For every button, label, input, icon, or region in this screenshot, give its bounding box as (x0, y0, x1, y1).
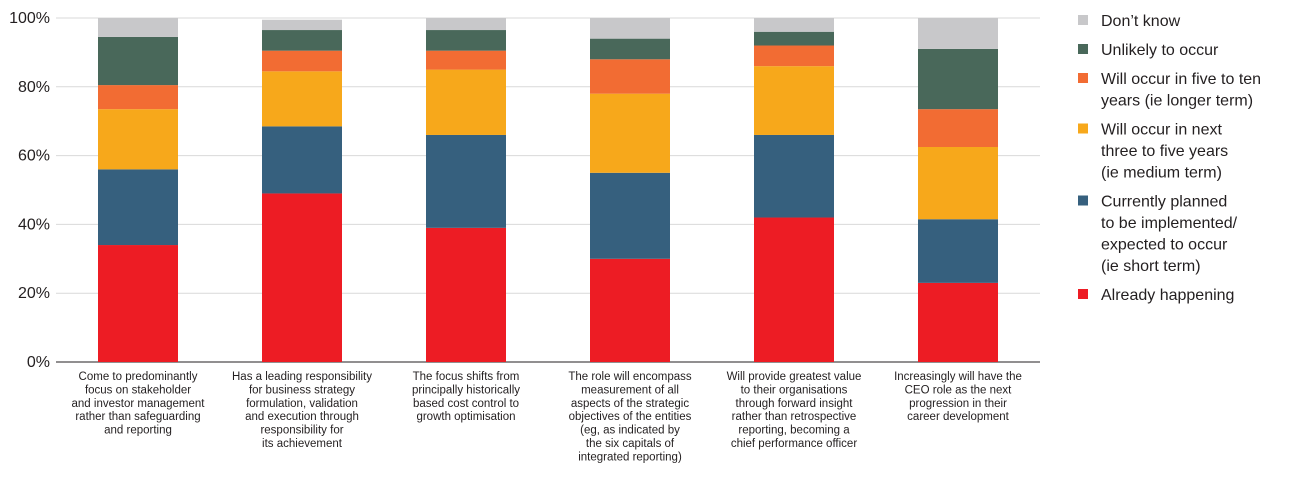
bar-segment (98, 18, 178, 37)
y-tick-label: 20% (18, 285, 50, 302)
bar-segment (98, 169, 178, 246)
bar-segment (590, 38, 670, 60)
bar-segment (590, 93, 670, 173)
bar-segment (262, 50, 342, 72)
bar-segment (590, 18, 670, 39)
bar-segment (426, 134, 506, 228)
y-tick-label: 0% (27, 354, 50, 371)
bar-segment (426, 69, 506, 135)
legend-swatch (1078, 123, 1088, 134)
legend-swatch (1078, 15, 1088, 25)
legend: Don’t know Unlikely to occur Will occur in… (1078, 13, 1261, 304)
legend-label: Already happening (1101, 287, 1234, 304)
legend-swatch (1078, 44, 1088, 54)
category-label: Will provide greatest value to their orga… (727, 371, 862, 450)
category-label: Come to predominantly focus on stakeholde… (72, 371, 206, 437)
category-labels: Come to predominantly focus on stakeholde… (72, 371, 1022, 463)
bar-segment (590, 59, 670, 94)
bar-segment (918, 219, 998, 283)
bar-segment (262, 193, 342, 362)
bar-segment (590, 172, 670, 259)
bar-segment (918, 282, 998, 362)
category-label: Increasingly will have the CEO role as th… (894, 371, 1022, 423)
legend-item: Don’t know (1078, 13, 1181, 30)
bar-segment (918, 18, 998, 49)
bar-segment (754, 31, 834, 46)
legend-item: Will occur in five to ten years (ie longe… (1078, 71, 1261, 110)
bar-segment (754, 45, 834, 67)
legend-item: Will occur in next three to five years (ie… (1078, 122, 1228, 182)
bar-segment (918, 147, 998, 220)
bar-segment (426, 50, 506, 70)
bar-segment (262, 71, 342, 127)
legend-label: Don’t know (1101, 13, 1181, 30)
category-label: The focus shifts from principally histori… (412, 371, 520, 423)
legend-item: Currently planned to be implemented/expec… (1078, 194, 1238, 276)
legend-item: Unlikely to occur (1078, 42, 1219, 59)
bar-segment (98, 109, 178, 170)
bar-segment (426, 30, 506, 51)
bar-segment (754, 134, 834, 218)
bar-segment (918, 48, 998, 110)
y-axis: 0% 20% 40% 60% 80% 100% (9, 10, 50, 371)
legend-label: Currently planned to be implemented/expec… (1101, 194, 1238, 276)
bar-segment (98, 36, 178, 86)
y-tick-label: 80% (18, 79, 50, 96)
bar-segment (262, 126, 342, 194)
legend-label: Will occur in five to ten years (ie longe… (1101, 71, 1261, 110)
legend-swatch (1078, 73, 1088, 83)
category-label: Has a leading responsibility for business… (232, 371, 372, 450)
bar-segment (590, 258, 670, 362)
y-tick-label: 100% (9, 10, 50, 27)
bar-segment (262, 30, 342, 51)
category-label: The role will encompass measurement of al… (568, 371, 692, 463)
y-tick-label: 60% (18, 148, 50, 165)
legend-label: Unlikely to occur (1101, 42, 1219, 59)
bar-segment (754, 66, 834, 135)
bar-segment (754, 18, 834, 32)
gridlines (56, 17, 1040, 363)
bar-segment (98, 85, 178, 110)
bar-segment (262, 19, 342, 31)
bar-segment (98, 245, 178, 362)
y-tick-label: 40% (18, 216, 50, 233)
bar-segment (426, 18, 506, 31)
bar-segment (918, 109, 998, 147)
legend-label: Will occur in next three to five years (ie… (1101, 122, 1228, 182)
legend-swatch (1078, 289, 1088, 299)
legend-swatch (1078, 195, 1088, 206)
bar-segment (426, 227, 506, 362)
legend-item: Already happening (1078, 287, 1234, 304)
bars (98, 18, 998, 362)
bar-segment (754, 217, 834, 362)
